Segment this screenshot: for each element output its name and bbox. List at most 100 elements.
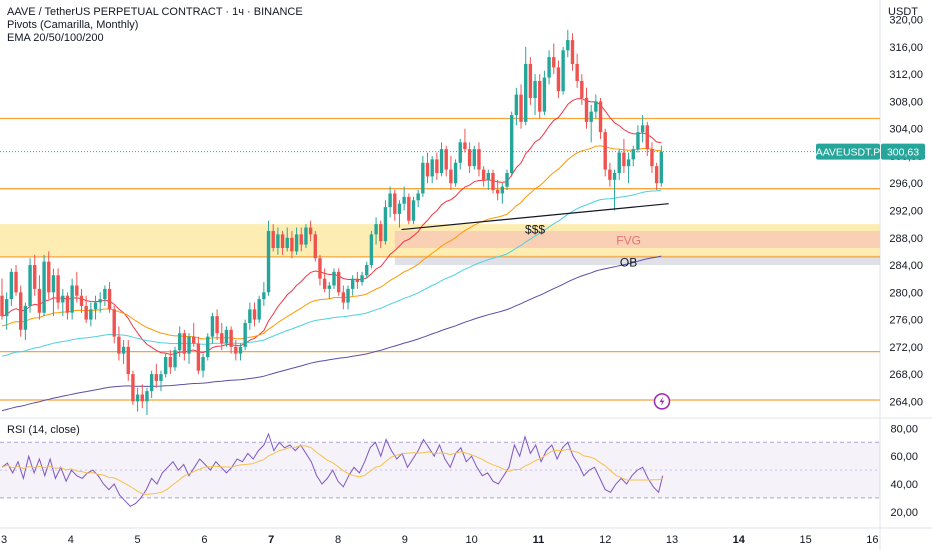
candle-body[interactable] xyxy=(519,94,523,122)
candle-body[interactable] xyxy=(177,333,182,351)
candle-body[interactable] xyxy=(379,224,383,242)
candle-body[interactable] xyxy=(346,288,350,303)
candle-body[interactable] xyxy=(84,305,88,320)
candle-body[interactable] xyxy=(149,374,154,392)
candle-body[interactable] xyxy=(173,350,177,368)
candle-body[interactable] xyxy=(322,278,327,289)
candle-body[interactable] xyxy=(626,159,631,167)
candle-body[interactable] xyxy=(514,94,519,116)
candle-body[interactable] xyxy=(360,275,364,283)
candle-body[interactable] xyxy=(561,50,565,92)
candle-body[interactable] xyxy=(126,346,130,375)
candle-body[interactable] xyxy=(220,333,224,344)
candle-body[interactable] xyxy=(308,227,313,235)
candle-body[interactable] xyxy=(453,162,458,184)
candle-body[interactable] xyxy=(280,234,285,248)
candle-body[interactable] xyxy=(37,288,42,313)
candle-body[interactable] xyxy=(580,80,584,99)
candle-body[interactable] xyxy=(206,336,210,358)
candle-body[interactable] xyxy=(182,333,187,354)
candle-body[interactable] xyxy=(187,336,191,354)
candle-body[interactable] xyxy=(612,173,617,180)
candle-body[interactable] xyxy=(449,169,453,184)
candle-body[interactable] xyxy=(608,169,612,180)
candle-body[interactable] xyxy=(351,278,355,289)
candle-body[interactable] xyxy=(332,271,336,286)
candle-body[interactable] xyxy=(304,227,308,245)
candle-body[interactable] xyxy=(631,149,635,160)
candle-body[interactable] xyxy=(393,193,397,214)
candle-body[interactable] xyxy=(290,237,294,252)
candle-body[interactable] xyxy=(163,357,168,375)
candle-body[interactable] xyxy=(234,346,238,354)
candle-body[interactable] xyxy=(224,329,229,344)
candle-body[interactable] xyxy=(0,295,4,317)
candle-body[interactable] xyxy=(4,299,9,317)
candle-body[interactable] xyxy=(650,149,654,167)
candle-body[interactable] xyxy=(75,285,79,296)
candle-body[interactable] xyxy=(131,374,135,402)
candle-body[interactable] xyxy=(51,275,56,293)
candle-body[interactable] xyxy=(196,343,201,371)
candle-body[interactable] xyxy=(313,234,317,259)
candle-body[interactable] xyxy=(154,374,159,381)
price-badge-value[interactable] xyxy=(881,143,925,160)
candle-body[interactable] xyxy=(210,316,215,337)
candle-body[interactable] xyxy=(14,271,18,293)
candle-body[interactable] xyxy=(594,101,598,112)
candle-body[interactable] xyxy=(9,271,14,300)
candle-body[interactable] xyxy=(98,299,102,303)
candle-body[interactable] xyxy=(402,196,406,204)
candle-body[interactable] xyxy=(407,196,411,221)
candle-body[interactable] xyxy=(463,142,467,150)
candle-body[interactable] xyxy=(33,265,37,289)
candle-body[interactable] xyxy=(542,77,547,112)
candle-body[interactable] xyxy=(547,57,551,78)
candle-body[interactable] xyxy=(107,288,112,310)
candle-body[interactable] xyxy=(61,295,65,303)
candle-body[interactable] xyxy=(421,162,425,194)
candle-body[interactable] xyxy=(266,230,271,293)
candle-body[interactable] xyxy=(201,357,205,371)
candle-body[interactable] xyxy=(65,295,70,313)
candle-body[interactable] xyxy=(552,57,556,68)
candle-body[interactable] xyxy=(19,292,23,330)
candle-body[interactable] xyxy=(589,111,593,122)
candle-body[interactable] xyxy=(472,149,476,167)
ema-indicator-label[interactable]: EMA 20/50/100/200 xyxy=(7,32,104,44)
candle-body[interactable] xyxy=(458,142,462,163)
candle-body[interactable] xyxy=(112,309,116,337)
candle-body[interactable] xyxy=(430,159,434,177)
candle-body[interactable] xyxy=(533,80,537,99)
candle-body[interactable] xyxy=(103,288,107,300)
candle-body[interactable] xyxy=(271,230,275,248)
candle-body[interactable] xyxy=(584,98,589,122)
candle-body[interactable] xyxy=(135,394,140,402)
candle-body[interactable] xyxy=(79,295,84,306)
candle-body[interactable] xyxy=(229,329,233,347)
candle-body[interactable] xyxy=(238,346,243,354)
candle-body[interactable] xyxy=(341,292,346,303)
candle-body[interactable] xyxy=(140,394,144,402)
candle-body[interactable] xyxy=(444,149,448,170)
price-badge-symbol[interactable] xyxy=(816,143,880,160)
candle-body[interactable] xyxy=(168,357,173,368)
candle-body[interactable] xyxy=(257,299,261,320)
candle-body[interactable] xyxy=(603,132,607,170)
pivots-indicator-label[interactable]: Pivots (Camarilla, Monthly) xyxy=(7,19,139,31)
candle-body[interactable] xyxy=(538,80,542,112)
candle-body[interactable] xyxy=(70,285,74,313)
candle-body[interactable] xyxy=(491,173,495,191)
candle-body[interactable] xyxy=(570,40,575,64)
candle-body[interactable] xyxy=(439,149,444,174)
candle-body[interactable] xyxy=(299,234,303,245)
rsi-title[interactable]: RSI (14, close) xyxy=(7,424,80,436)
candle-body[interactable] xyxy=(435,159,439,174)
candle-body[interactable] xyxy=(481,169,486,180)
candle-body[interactable] xyxy=(500,186,505,194)
candle-body[interactable] xyxy=(318,258,322,279)
candle-body[interactable] xyxy=(93,302,98,310)
candle-body[interactable] xyxy=(645,125,649,150)
candle-body[interactable] xyxy=(374,224,378,235)
candle-body[interactable] xyxy=(192,336,196,344)
